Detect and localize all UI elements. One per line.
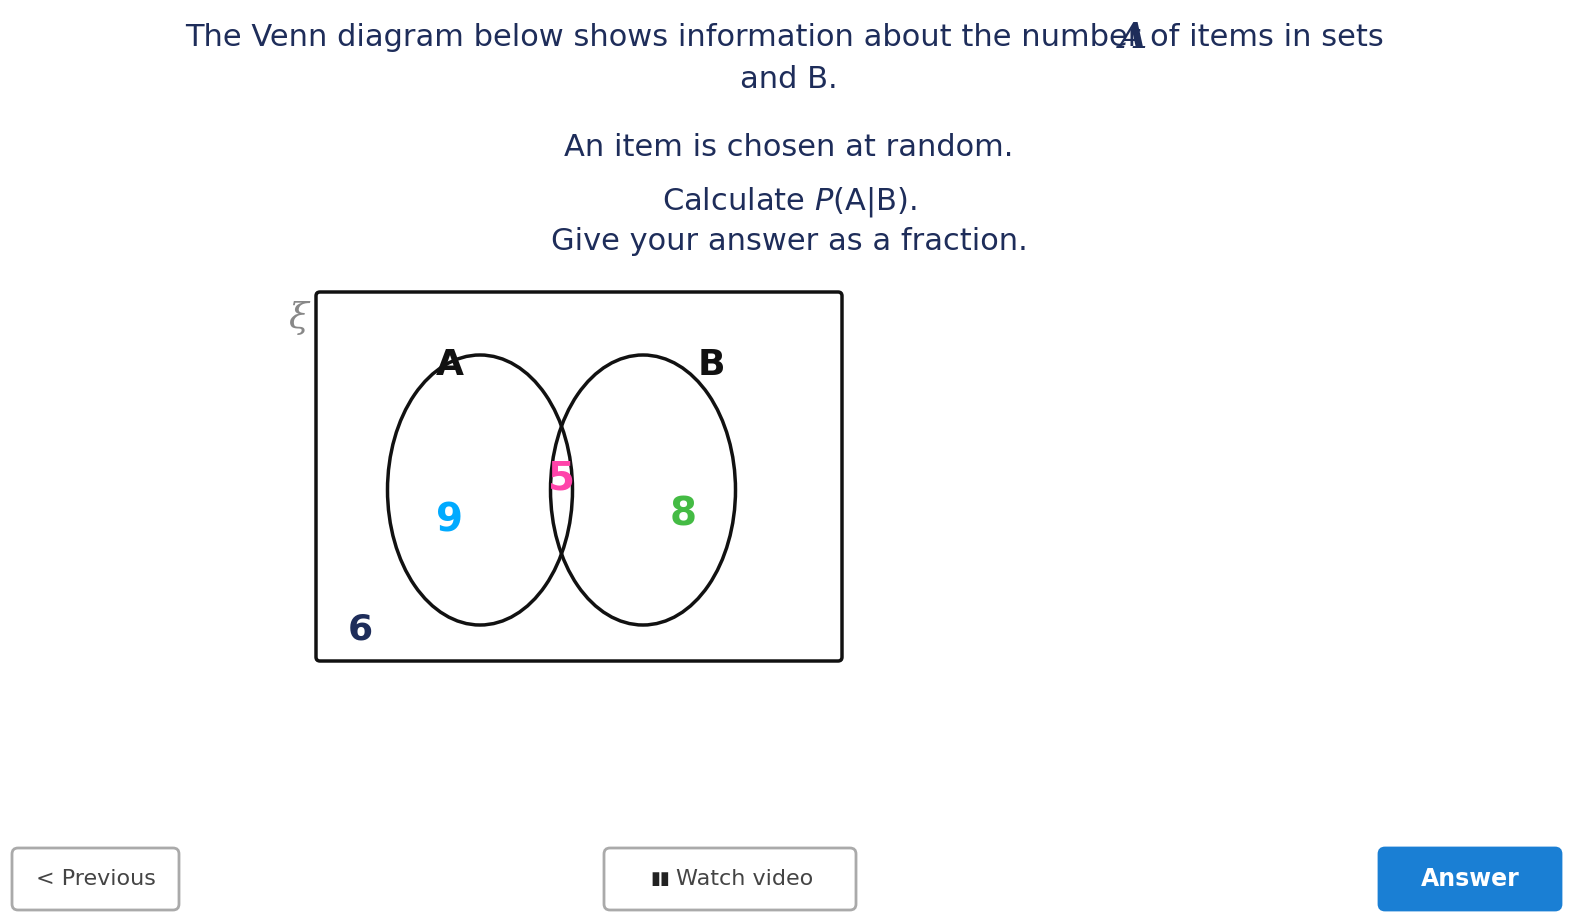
Text: Calculate $P(\mathrm{A}|\mathrm{B})$.: Calculate $P(\mathrm{A}|\mathrm{B})$. [662,185,916,219]
Text: 8: 8 [669,496,696,534]
Text: 6: 6 [347,613,373,647]
Text: 5: 5 [548,459,575,497]
Text: The Venn diagram below shows information about the number of items in sets: The Venn diagram below shows information… [185,24,1393,52]
FancyBboxPatch shape [1378,848,1562,910]
Text: A: A [436,348,464,382]
Text: An item is chosen at random.: An item is chosen at random. [564,133,1014,162]
Text: and B.: and B. [741,65,838,95]
Text: Watch video: Watch video [676,869,813,889]
FancyBboxPatch shape [316,292,842,661]
Text: ▮▮: ▮▮ [651,870,669,888]
FancyBboxPatch shape [13,848,178,910]
Text: Answer: Answer [1421,867,1519,891]
Text: ξ: ξ [287,301,308,335]
Text: Give your answer as a fraction.: Give your answer as a fraction. [551,228,1028,256]
Text: A: A [1120,21,1146,55]
Text: B: B [698,348,725,382]
FancyBboxPatch shape [605,848,856,910]
Text: < Previous: < Previous [36,869,156,889]
Text: 9: 9 [436,501,464,539]
